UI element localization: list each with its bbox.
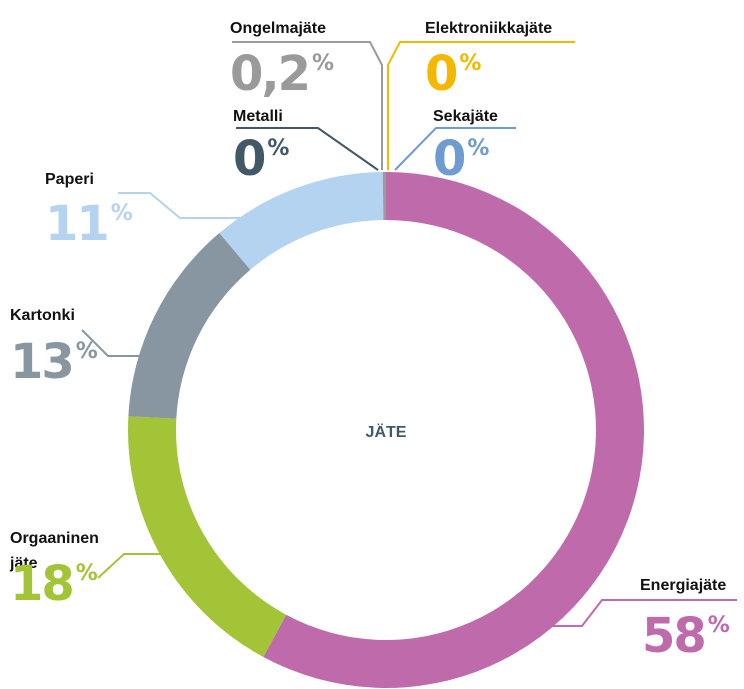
- value-label: 58%: [642, 608, 730, 664]
- value-label: 0%: [233, 131, 289, 187]
- donut-segment: [382, 172, 386, 221]
- donut-segment: [127, 416, 287, 657]
- leader-line: [236, 127, 379, 171]
- leader-line: [81, 329, 163, 357]
- category-label: Ongelmajäte: [230, 20, 326, 37]
- leader-dot: [158, 351, 168, 361]
- leader-line: [387, 41, 575, 170]
- donut-segment: [263, 172, 644, 688]
- leader-line: [232, 41, 383, 170]
- category-label: Metalli: [233, 108, 283, 125]
- value-label: 18%: [10, 556, 98, 612]
- leader-line: [118, 192, 288, 219]
- value-label: 11%: [45, 196, 133, 252]
- leader-line: [522, 599, 737, 627]
- value-label: 13%: [10, 334, 98, 390]
- value-label: 0%: [425, 46, 481, 102]
- category-label: Elektroniikkajäte: [425, 20, 552, 37]
- donut-segment: [219, 172, 384, 270]
- leader-dot: [517, 621, 527, 631]
- leader-dot: [177, 549, 187, 559]
- category-label: Paperi: [45, 171, 94, 188]
- center-label: JÄTE: [366, 423, 407, 441]
- leader-line: [97, 553, 182, 579]
- donut-segment: [128, 233, 251, 419]
- value-label: 0,2%: [230, 46, 334, 102]
- leader-dot: [283, 213, 293, 223]
- category-label: Sekajäte: [433, 108, 498, 125]
- category-label: Energiajäte: [640, 577, 726, 594]
- leader-line: [394, 127, 516, 171]
- category-label: Kartonki: [10, 307, 75, 324]
- category-label: Orgaaninen jäte: [9, 530, 99, 572]
- value-label: 0%: [433, 131, 489, 187]
